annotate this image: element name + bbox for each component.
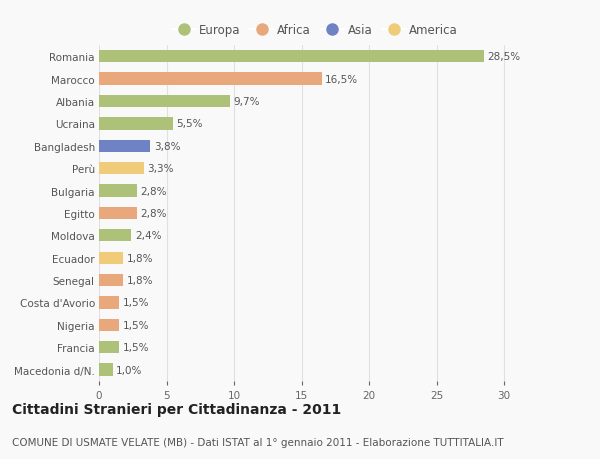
- Text: 1,5%: 1,5%: [122, 298, 149, 308]
- Bar: [99, 319, 119, 331]
- Text: 5,5%: 5,5%: [176, 119, 203, 129]
- Text: 1,8%: 1,8%: [127, 253, 153, 263]
- Bar: [99, 140, 151, 152]
- Text: 16,5%: 16,5%: [325, 74, 358, 84]
- Text: 1,5%: 1,5%: [122, 320, 149, 330]
- Bar: [99, 207, 137, 219]
- Bar: [99, 274, 124, 286]
- Bar: [99, 252, 124, 264]
- Text: 9,7%: 9,7%: [233, 97, 260, 107]
- Text: 1,0%: 1,0%: [116, 365, 142, 375]
- Bar: [99, 364, 113, 376]
- Bar: [99, 162, 143, 175]
- Text: 1,8%: 1,8%: [127, 275, 153, 285]
- Text: 2,4%: 2,4%: [135, 231, 161, 241]
- Legend: Europa, Africa, Asia, America: Europa, Africa, Asia, America: [172, 24, 458, 37]
- Bar: [99, 230, 131, 242]
- Text: 3,3%: 3,3%: [147, 164, 173, 174]
- Text: Cittadini Stranieri per Cittadinanza - 2011: Cittadini Stranieri per Cittadinanza - 2…: [12, 402, 341, 416]
- Bar: [99, 73, 322, 85]
- Text: 3,8%: 3,8%: [154, 141, 180, 151]
- Bar: [99, 118, 173, 130]
- Bar: [99, 51, 484, 63]
- Text: 1,5%: 1,5%: [122, 342, 149, 353]
- Text: 2,8%: 2,8%: [140, 208, 167, 218]
- Bar: [99, 95, 230, 108]
- Text: COMUNE DI USMATE VELATE (MB) - Dati ISTAT al 1° gennaio 2011 - Elaborazione TUTT: COMUNE DI USMATE VELATE (MB) - Dati ISTA…: [12, 437, 503, 447]
- Text: 2,8%: 2,8%: [140, 186, 167, 196]
- Text: 28,5%: 28,5%: [487, 52, 520, 62]
- Bar: [99, 341, 119, 353]
- Bar: [99, 185, 137, 197]
- Bar: [99, 297, 119, 309]
